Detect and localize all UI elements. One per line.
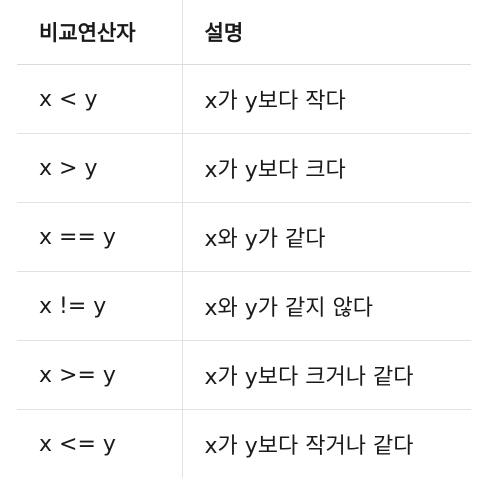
operator-cell: x == y [17,202,183,272]
operator-cell: x > y [17,133,183,203]
description-cell: x가 y보다 크거나 같다 [182,340,471,410]
description-cell: x와 y가 같지 않다 [182,271,471,341]
description-cell: x와 y가 같다 [182,202,471,272]
comparison-operators-table: 비교연산자 설명 x < y x가 y보다 작다 x > y x가 y보다 크다… [17,0,471,478]
description-cell: x가 y보다 작거나 같다 [204,434,414,459]
operator-cell: x != y [17,271,183,341]
header-description: 설명 [182,0,471,65]
header-operator: 비교연산자 [17,0,183,65]
table-row: x != y x와 y가 같지 않다 [17,271,471,341]
table-row: x < y x가 y보다 작다 [17,64,471,134]
table-body: x < y x가 y보다 작다 x > y x가 y보다 크다 x == y x… [17,64,471,478]
table-header: 비교연산자 설명 [17,0,471,65]
description-cell: x가 y보다 크다 [182,133,471,203]
operator-cell: x >= y [17,340,183,410]
table-row: x <= y x가 y보다 작거나 같다 [17,409,471,478]
header-row: 비교연산자 설명 [17,0,471,65]
table-row: x == y x와 y가 같다 [17,202,471,272]
description-cell: x가 y보다 작다 [182,64,471,134]
table-row: x > y x가 y보다 크다 [17,133,471,203]
table-row: x >= y x가 y보다 크거나 같다 [17,340,471,410]
operator-cell: x < y [17,64,183,134]
operator-cell: x <= y [17,409,183,478]
comparison-operators-table-container: 비교연산자 설명 x < y x가 y보다 작다 x > y x가 y보다 크다… [17,0,471,478]
